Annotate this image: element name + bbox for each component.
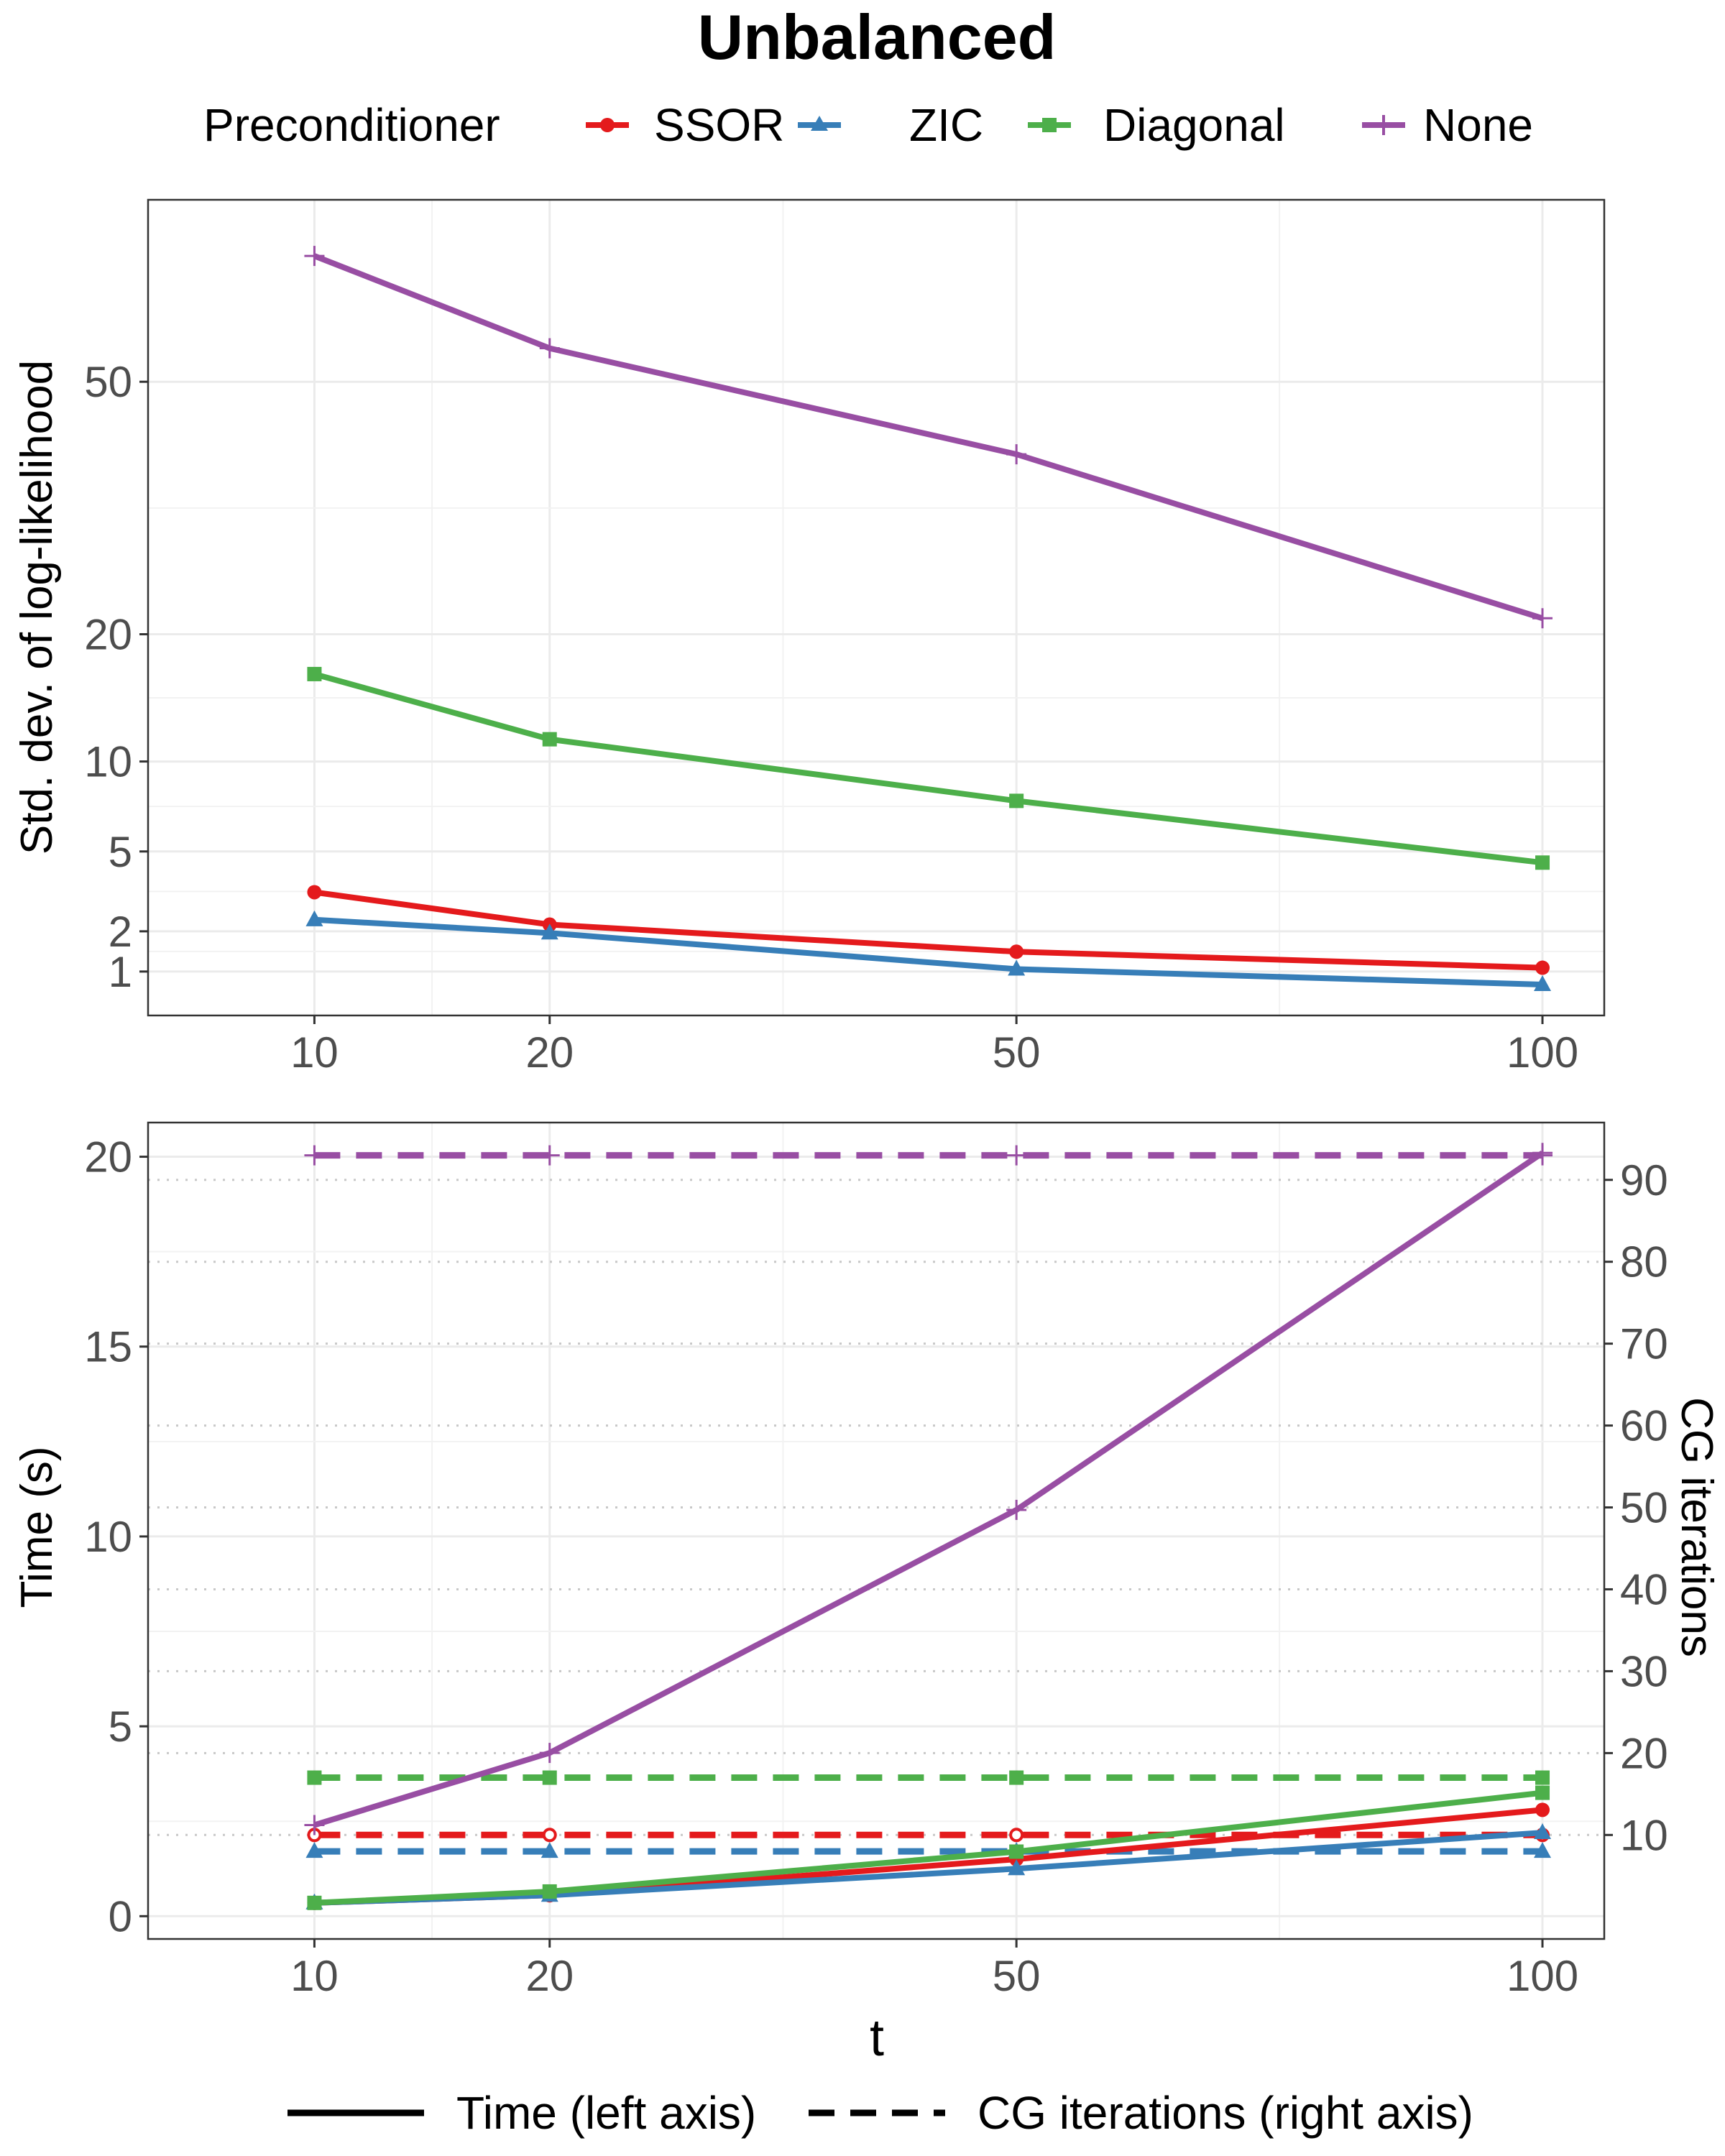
std-dev-point-zic — [1008, 959, 1026, 976]
y-tick-label: 0 — [109, 1892, 132, 1940]
std-dev-point-zic — [1534, 975, 1552, 991]
y-tick-label: 20 — [84, 611, 132, 659]
legend-label-ssor: SSOR — [654, 99, 784, 151]
y2-axis-title-bottom: CG iterations — [1672, 1397, 1721, 1657]
iterations-point-none — [1006, 1145, 1027, 1166]
time-point-zic — [1534, 1823, 1552, 1840]
x-tick-label: 50 — [993, 1952, 1041, 2000]
panel-border — [147, 198, 1606, 1017]
std-dev-panel: 10 20 50 100 12 5 10 20 50 — [84, 198, 1606, 1077]
legend-label-diagonal: Diagonal — [1103, 99, 1285, 151]
std-dev-point-diagonal — [1535, 855, 1550, 870]
y-tick-label: 1 — [109, 948, 132, 996]
legend-title: Preconditioner — [203, 99, 500, 151]
y-tick-label: 10 — [84, 1513, 132, 1561]
legend-item-ssor: SSOR — [586, 99, 784, 151]
std-dev-line-diagonal — [313, 671, 1543, 866]
std-dev-point-zic — [540, 923, 558, 940]
iterations-point-diagonal — [542, 1770, 557, 1785]
iterations-point-diagonal — [1535, 1770, 1550, 1785]
std-dev-point-zic — [305, 910, 323, 926]
y-tick-label: 15 — [84, 1323, 132, 1371]
iterations-point-none — [304, 1145, 325, 1166]
time-point-diagonal — [1535, 1785, 1550, 1800]
y-tick-label: 5 — [109, 1703, 132, 1751]
x-tick-label: 20 — [525, 1952, 574, 2000]
legend-label-zic: ZIC — [909, 99, 983, 151]
y-axis-title-top: Std. dev. of log-likelihood — [12, 360, 62, 854]
y2-tick-label: 60 — [1620, 1402, 1668, 1450]
std-dev-point-none — [539, 338, 560, 359]
time-point-none — [304, 1815, 325, 1835]
x-tick-label: 10 — [290, 1952, 339, 2000]
std-dev-point-none — [1006, 444, 1027, 465]
time-point-diagonal — [307, 1895, 322, 1910]
std-dev-point-diagonal — [1009, 793, 1024, 808]
time-point-diagonal — [1009, 1844, 1024, 1859]
iterations-point-zic — [540, 1842, 558, 1858]
series-layer — [304, 246, 1553, 991]
time-point-ssor — [1535, 1802, 1550, 1818]
series-layer — [304, 1143, 1553, 1910]
y-axis-title-bottom: Time (s) — [12, 1447, 62, 1608]
chart-title: Unbalanced — [698, 1, 1057, 73]
x-axis-title: t — [870, 2009, 884, 2067]
y-tick-label: 10 — [84, 738, 132, 786]
iterations-point-none — [539, 1145, 560, 1166]
time-point-diagonal — [542, 1884, 557, 1899]
std-dev-point-diagonal — [542, 732, 557, 747]
iterations-point-ssor — [542, 1828, 557, 1843]
time-line-diagonal — [314, 1789, 1543, 1906]
y2-tick-label: 10 — [1620, 1811, 1668, 1859]
time-point-none — [539, 1743, 560, 1764]
panel-border — [147, 1121, 1606, 1940]
time-panel: 10 20 50 100 0 5 10 15 20 10 20 30 40 50 60 70 80 90 — [84, 1121, 1668, 2000]
time-point-none — [1532, 1143, 1553, 1164]
std-dev-point-none — [304, 246, 325, 267]
iterations-point-diagonal — [1009, 1770, 1024, 1785]
y-tick-label: 50 — [84, 358, 132, 406]
iterations-point-diagonal — [307, 1770, 322, 1785]
std-dev-point-diagonal — [307, 666, 322, 681]
iterations-point-zic — [305, 1842, 323, 1858]
time-line-none — [313, 1150, 1545, 1828]
iterations-point-ssor — [1009, 1828, 1024, 1843]
legend-item-none: None — [1362, 99, 1533, 151]
x-tick-label: 100 — [1506, 1028, 1578, 1077]
time-point-none — [1006, 1499, 1027, 1520]
legend-item-zic: ZIC — [798, 99, 983, 151]
std-dev-point-none — [1532, 608, 1553, 629]
x-tick-label: 50 — [993, 1028, 1041, 1077]
linetype-legend: Time (left axis) CG iterations (right ax… — [288, 2087, 1473, 2139]
y-tick-label: 20 — [84, 1133, 132, 1181]
color-legend: Preconditioner SSOR ZIC Diagonal None — [203, 99, 1533, 151]
y2-tick-label: 30 — [1620, 1647, 1668, 1695]
std-dev-line-ssor — [313, 889, 1543, 971]
y2-tick-label: 90 — [1620, 1156, 1668, 1204]
legend-item-diagonal: Diagonal — [1028, 99, 1285, 151]
legend-label-none: None — [1423, 99, 1533, 151]
x-tick-label: 20 — [525, 1028, 574, 1077]
std-dev-line-zic — [314, 916, 1543, 987]
y-tick-label: 2 — [109, 908, 132, 956]
std-dev-point-ssor — [1535, 960, 1550, 975]
y-tick-label: 5 — [109, 828, 132, 876]
y2-tick-label: 80 — [1620, 1238, 1668, 1286]
y2-tick-label: 70 — [1620, 1320, 1668, 1368]
solid-line-label: Time (left axis) — [456, 2087, 756, 2139]
time-point-zic — [1008, 1859, 1026, 1876]
std-dev-point-ssor — [1009, 944, 1024, 959]
y2-tick-label: 50 — [1620, 1484, 1668, 1532]
y2-tick-label: 40 — [1620, 1565, 1668, 1613]
iterations-point-zic — [1534, 1842, 1552, 1858]
x-tick-label: 100 — [1506, 1952, 1578, 2000]
y2-tick-label: 20 — [1620, 1729, 1668, 1777]
std-dev-line-none — [313, 253, 1544, 622]
x-tick-label: 10 — [290, 1028, 339, 1077]
std-dev-point-ssor — [307, 885, 322, 900]
dashed-line-label: CG iterations (right axis) — [978, 2087, 1473, 2139]
